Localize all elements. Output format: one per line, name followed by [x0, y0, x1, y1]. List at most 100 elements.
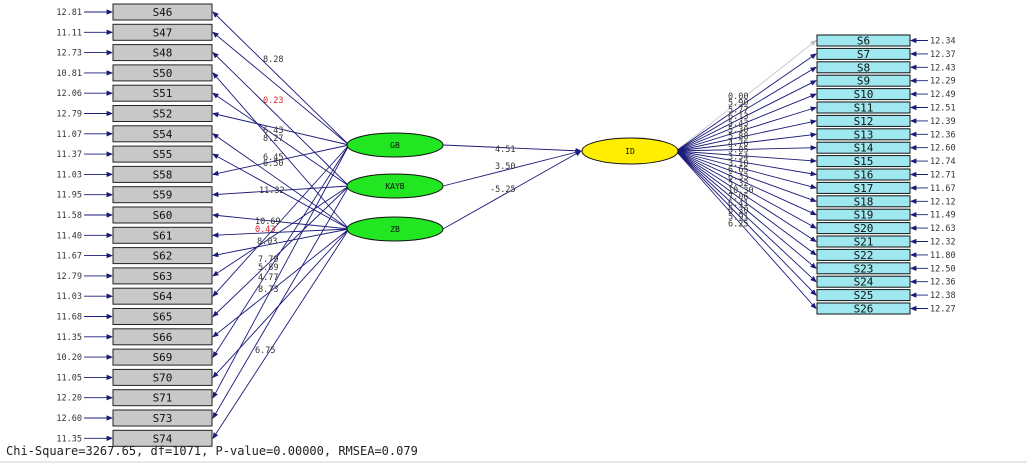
loading-value-label: 3.10: [728, 159, 748, 169]
loading-value-label: 6.43: [263, 126, 283, 136]
indicator-box-s19[interactable]: [816, 208, 911, 221]
indicator-box-s6[interactable]: [816, 34, 911, 47]
loading-value-label: 0.23: [263, 96, 283, 106]
indicator-label: S14: [854, 142, 874, 155]
indicator-label: S25: [854, 289, 874, 302]
loading-path-s9: [675, 80, 817, 152]
indicator-box-s74[interactable]: [112, 429, 213, 447]
indicator-label: S70: [153, 371, 173, 384]
indicator-box-s63[interactable]: [112, 267, 213, 285]
structural-coefficient-label: -5.25: [490, 185, 516, 195]
indicator-box-s46[interactable]: [112, 3, 213, 21]
loading-value-label: 5.89: [258, 263, 278, 273]
indicator-box-s24[interactable]: [816, 275, 911, 288]
paths-layer: [212, 11, 817, 440]
loading-path-s21: [675, 150, 817, 242]
loading-path-s50: [212, 72, 350, 230]
indicator-label: S71: [153, 392, 173, 405]
indicator-box-s50[interactable]: [112, 64, 213, 82]
loading-value-label: 3.05: [728, 146, 748, 156]
loading-path-s66: [212, 228, 350, 338]
indicator-box-s73[interactable]: [112, 409, 213, 427]
indicator-box-s20[interactable]: [816, 222, 911, 235]
indicator-box-s71[interactable]: [112, 389, 213, 407]
indicator-box-s7[interactable]: [816, 47, 911, 60]
indicator-box-s21[interactable]: [816, 235, 911, 248]
indicator-box-s16[interactable]: [816, 168, 911, 181]
fit-statistics: Chi-Square=3267.65, df=1071, P-value=0.0…: [6, 444, 418, 458]
loading-value-label: 5.30: [728, 126, 748, 136]
indicator-box-s51[interactable]: [112, 84, 213, 102]
error-variance-label: 12.06: [56, 89, 82, 99]
structural-coefficient-label: 4.51: [495, 145, 515, 155]
indicator-box-s23[interactable]: [816, 262, 911, 275]
loading-path-s24: [675, 150, 817, 283]
loading-path-s63: [212, 185, 350, 277]
loading-path-s58: [212, 144, 350, 176]
indicator-box-s62[interactable]: [112, 247, 213, 265]
indicator-box-s60[interactable]: [112, 206, 213, 224]
indicator-box-s9[interactable]: [816, 74, 911, 87]
indicator-box-s14[interactable]: [816, 141, 911, 154]
indicator-box-s52[interactable]: [112, 105, 213, 122]
latent-zb[interactable]: [346, 216, 444, 242]
indicator-box-s26[interactable]: [816, 302, 911, 315]
indicator-box-s17[interactable]: [816, 181, 911, 194]
loading-path-s16: [675, 150, 817, 177]
loading-path-s12: [675, 119, 817, 152]
indicator-label: S46: [153, 6, 173, 19]
indicator-box-s64[interactable]: [112, 287, 213, 305]
error-variance-label: 11.37: [56, 150, 82, 160]
indicator-label: S60: [153, 209, 173, 222]
indicator-box-s58[interactable]: [112, 165, 213, 183]
indicator-label: S59: [153, 189, 173, 202]
indicator-box-s59[interactable]: [112, 186, 213, 204]
error-variance-label: 11.67: [56, 252, 82, 262]
latent-kayb[interactable]: [346, 173, 444, 199]
indicator-box-s18[interactable]: [816, 195, 911, 208]
indicator-box-s48[interactable]: [112, 44, 213, 62]
indicator-box-s70[interactable]: [112, 368, 213, 386]
indicator-box-s12[interactable]: [816, 114, 911, 127]
error-variance-label: 11.95: [56, 191, 82, 201]
indicator-box-s47[interactable]: [112, 23, 213, 41]
error-variance-label: 10.81: [56, 69, 82, 79]
loading-value-label: 0.43: [255, 225, 275, 235]
indicator-box-s66[interactable]: [112, 328, 213, 346]
indicator-box-s54[interactable]: [112, 125, 213, 143]
loading-value-label: 5.32: [728, 179, 748, 189]
latent-gb[interactable]: [346, 132, 444, 158]
error-variance-label: 12.43: [930, 63, 956, 73]
indicator-box-s22[interactable]: [816, 248, 911, 261]
indicator-box-s8[interactable]: [816, 61, 911, 74]
indicator-box-s13[interactable]: [816, 128, 911, 141]
indicator-label: S23: [854, 262, 874, 275]
loading-value-label: 7.79: [258, 255, 278, 265]
loading-path-s62: [212, 228, 350, 258]
indicator-box-s10[interactable]: [816, 88, 911, 101]
indicator-label: S64: [153, 290, 173, 303]
error-variance-label: 11.05: [56, 373, 82, 383]
error-variance-label: 12.20: [56, 394, 82, 404]
loading-path-s69: [212, 144, 350, 358]
indicator-box-s65[interactable]: [112, 308, 213, 325]
loading-value-label: 6.25: [728, 219, 748, 229]
indicator-box-s69[interactable]: [112, 348, 213, 366]
indicator-box-s25[interactable]: [816, 289, 911, 302]
loading-path-s11: [675, 106, 817, 152]
latent-id[interactable]: [581, 137, 679, 165]
indicator-box-s61[interactable]: [112, 226, 213, 244]
loading-value-label: 8.27: [263, 134, 283, 144]
structural-path-gb: [442, 144, 582, 154]
indicator-box-s55[interactable]: [112, 145, 213, 163]
error-variance-label: 10.20: [56, 353, 82, 363]
loading-path-s17: [675, 150, 817, 190]
loading-value-label: 6.75: [255, 346, 275, 356]
error-variance-label: 12.60: [56, 414, 82, 424]
loading-path-s19: [675, 150, 817, 216]
error-variance-label: 12.79: [56, 272, 82, 282]
loading-value-label: 6.13: [728, 112, 748, 122]
indicator-box-s11[interactable]: [816, 101, 911, 114]
indicator-box-s15[interactable]: [816, 155, 911, 168]
error-variance-label: 12.79: [56, 110, 82, 120]
